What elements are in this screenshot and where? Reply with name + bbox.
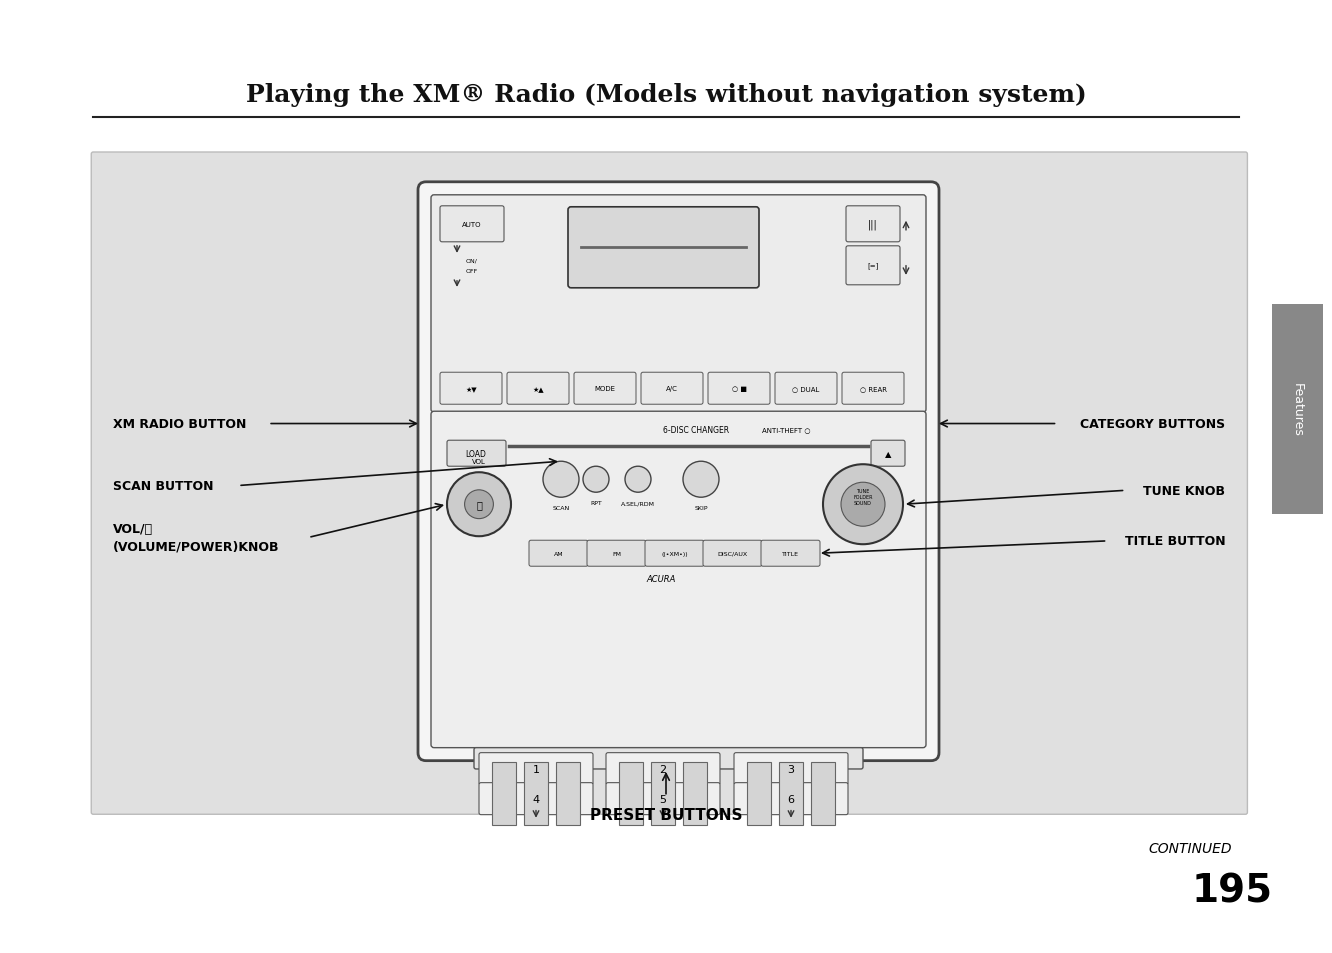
Bar <box>651 762 675 824</box>
Circle shape <box>543 462 579 497</box>
Text: (VOLUME/POWER)KNOB: (VOLUME/POWER)KNOB <box>113 540 280 554</box>
Text: Features: Features <box>1291 383 1304 436</box>
Text: CONTINUED: CONTINUED <box>1148 841 1232 855</box>
Text: FM: FM <box>611 551 621 557</box>
Text: ANTI-THEFT ○: ANTI-THEFT ○ <box>762 427 810 433</box>
FancyBboxPatch shape <box>432 412 926 748</box>
Bar <box>523 762 547 824</box>
Bar <box>1272 305 1323 515</box>
FancyBboxPatch shape <box>480 753 593 785</box>
Text: TITLE BUTTON: TITLE BUTTON <box>1124 535 1225 548</box>
Text: VOL: VOL <box>472 458 486 465</box>
Text: A/C: A/C <box>666 386 678 392</box>
Text: CATEGORY BUTTONS: CATEGORY BUTTONS <box>1080 417 1225 431</box>
Text: SKIP: SKIP <box>694 506 707 511</box>
Text: ON/: ON/ <box>466 258 478 264</box>
FancyBboxPatch shape <box>709 373 770 405</box>
FancyBboxPatch shape <box>448 440 506 467</box>
Text: 5: 5 <box>659 794 666 803</box>
FancyBboxPatch shape <box>606 753 721 785</box>
Text: 6-DISC CHANGER: 6-DISC CHANGER <box>663 425 729 435</box>
Text: ((•XM•)): ((•XM•)) <box>661 551 687 557</box>
FancyBboxPatch shape <box>480 782 593 815</box>
Text: 1: 1 <box>533 764 539 774</box>
Bar <box>747 762 771 824</box>
Text: PRESET BUTTONS: PRESET BUTTONS <box>590 807 742 822</box>
Bar <box>555 762 579 824</box>
FancyBboxPatch shape <box>734 753 848 785</box>
Text: MODE: MODE <box>594 386 615 392</box>
FancyBboxPatch shape <box>474 748 863 769</box>
Text: ★▲: ★▲ <box>533 386 543 392</box>
Text: SCAN: SCAN <box>553 506 570 511</box>
FancyBboxPatch shape <box>645 540 705 567</box>
FancyBboxPatch shape <box>842 373 904 405</box>
FancyBboxPatch shape <box>587 540 646 567</box>
Text: 4: 4 <box>533 794 539 803</box>
Circle shape <box>465 490 493 519</box>
Text: TITLE: TITLE <box>782 551 799 557</box>
FancyBboxPatch shape <box>734 782 848 815</box>
Bar <box>683 762 707 824</box>
Bar <box>619 762 643 824</box>
Text: |||: ||| <box>868 219 878 230</box>
Text: VOL/⏻: VOL/⏻ <box>113 522 153 536</box>
FancyBboxPatch shape <box>567 208 759 289</box>
Text: AM: AM <box>554 551 563 557</box>
Text: Playing the XM® Radio (Models without navigation system): Playing the XM® Radio (Models without na… <box>245 83 1087 107</box>
Text: ○ ■: ○ ■ <box>731 386 746 392</box>
Text: ▲: ▲ <box>884 449 891 458</box>
Circle shape <box>683 462 719 497</box>
Text: 2: 2 <box>659 764 666 774</box>
FancyBboxPatch shape <box>846 207 900 243</box>
Text: A.SEL/RDM: A.SEL/RDM <box>621 500 655 506</box>
FancyBboxPatch shape <box>871 440 904 467</box>
FancyBboxPatch shape <box>440 207 503 243</box>
Text: ○ REAR: ○ REAR <box>859 386 887 392</box>
FancyBboxPatch shape <box>641 373 703 405</box>
FancyBboxPatch shape <box>574 373 635 405</box>
Circle shape <box>840 483 884 527</box>
FancyBboxPatch shape <box>703 540 762 567</box>
Text: SCAN BUTTON: SCAN BUTTON <box>113 479 213 493</box>
Text: [=]: [=] <box>867 262 879 269</box>
Text: 3: 3 <box>787 764 794 774</box>
FancyBboxPatch shape <box>775 373 836 405</box>
Text: DISC/AUX: DISC/AUX <box>718 551 747 557</box>
FancyBboxPatch shape <box>846 247 900 286</box>
Text: TUNE
FOLDER
SOUND: TUNE FOLDER SOUND <box>854 488 872 505</box>
Text: ACURA: ACURA <box>646 575 675 583</box>
Bar <box>779 762 803 824</box>
Text: ⏻: ⏻ <box>476 499 482 510</box>
Text: AUTO: AUTO <box>462 221 482 228</box>
Text: OFF: OFF <box>466 269 478 274</box>
Circle shape <box>625 467 651 493</box>
Circle shape <box>823 465 903 545</box>
FancyBboxPatch shape <box>91 152 1248 815</box>
Text: 195: 195 <box>1192 872 1272 910</box>
Bar <box>492 762 515 824</box>
Text: TUNE KNOB: TUNE KNOB <box>1143 484 1225 497</box>
FancyBboxPatch shape <box>440 373 502 405</box>
FancyBboxPatch shape <box>432 195 926 413</box>
Bar <box>811 762 835 824</box>
Text: XM RADIO BUTTON: XM RADIO BUTTON <box>113 417 246 431</box>
Text: RPT: RPT <box>590 500 602 506</box>
FancyBboxPatch shape <box>529 540 587 567</box>
FancyBboxPatch shape <box>761 540 821 567</box>
Text: ○ DUAL: ○ DUAL <box>793 386 819 392</box>
FancyBboxPatch shape <box>418 183 939 760</box>
Circle shape <box>583 467 609 493</box>
Circle shape <box>448 473 511 537</box>
Text: 6: 6 <box>787 794 794 803</box>
FancyBboxPatch shape <box>507 373 569 405</box>
FancyBboxPatch shape <box>606 782 721 815</box>
Text: LOAD: LOAD <box>466 449 486 458</box>
Text: ★▼: ★▼ <box>465 386 477 392</box>
